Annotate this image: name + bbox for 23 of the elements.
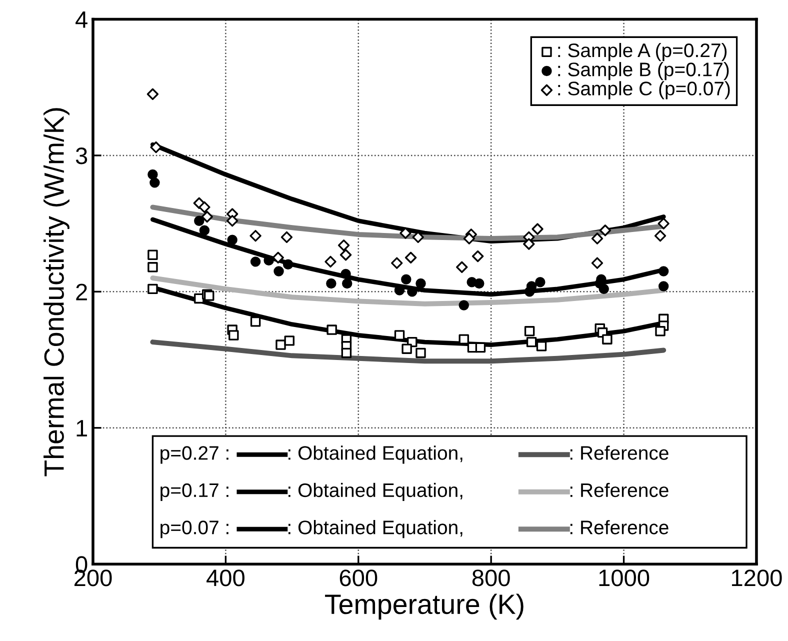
legend-label: : Obtained Equation, bbox=[288, 482, 462, 501]
y-tick-label: 1 bbox=[76, 420, 87, 436]
legend-label: : Obtained Equation, bbox=[288, 446, 462, 464]
annotation: p=0.17 : bbox=[160, 483, 228, 501]
legend-label: : Reference bbox=[570, 482, 668, 498]
legend-label: : Reference bbox=[570, 446, 668, 460]
legend-label: : Sample B (p=0.17) bbox=[558, 62, 729, 80]
legend-label: : Obtained Equation, bbox=[288, 520, 462, 538]
x-axis-title: Temperature (K) bbox=[325, 594, 524, 620]
legend-label: : Reference bbox=[570, 520, 668, 534]
y-tick-label: 2 bbox=[76, 284, 87, 300]
y-tick-label: 4 bbox=[76, 12, 88, 28]
x-tick-label: 400 bbox=[206, 570, 244, 586]
y-tick-label: 3 bbox=[76, 148, 88, 164]
y-axis-title: Thermal Conductivity (W/m/K) bbox=[44, 108, 70, 476]
legend-label: : Sample C (p=0.07) bbox=[558, 81, 730, 100]
annotation: p=0.27 : bbox=[160, 446, 228, 464]
x-tick-label: 800 bbox=[472, 570, 510, 586]
legend-label: : Sample A (p=0.27) bbox=[558, 42, 727, 62]
annotation: p=0.07 : bbox=[160, 520, 228, 538]
x-tick-label: 1000 bbox=[599, 570, 650, 586]
x-tick-label: 600 bbox=[340, 570, 378, 586]
x-tick-label: 1200 bbox=[732, 570, 782, 586]
